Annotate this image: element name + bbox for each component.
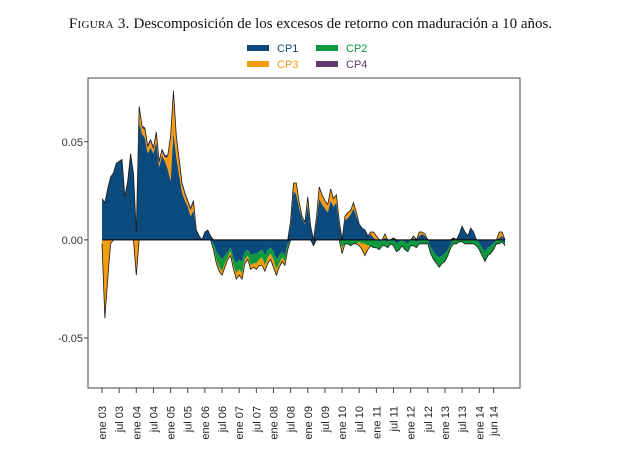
x-tick-label: ene 07 bbox=[234, 406, 246, 440]
legend-swatch-cp2 bbox=[316, 45, 338, 51]
x-tick-label: jul 12 bbox=[423, 406, 435, 433]
x-tick-label: ene 12 bbox=[406, 406, 418, 440]
legend-swatch-cp3 bbox=[247, 61, 269, 67]
x-tick-label: jul 10 bbox=[354, 406, 366, 433]
x-tick-label: ene 05 bbox=[166, 406, 178, 440]
x-tick-label: ene 06 bbox=[200, 406, 212, 440]
legend-swatch-cp4 bbox=[316, 61, 338, 67]
legend-swatch-cp1 bbox=[247, 45, 269, 51]
y-axis: 0.05 0.00 -0.05 bbox=[58, 137, 88, 345]
x-tick-label: jul 13 bbox=[457, 406, 469, 433]
x-tick-label: ene 09 bbox=[303, 406, 315, 440]
x-axis: ene 03 jul 03 ene 04 jul 04 ene 05 jul 05 ene … bbox=[97, 388, 501, 440]
x-tick-label: ene 04 bbox=[131, 406, 143, 440]
x-tick-label: jul 04 bbox=[148, 406, 160, 433]
x-tick-label: jul 06 bbox=[217, 406, 229, 433]
legend-label-cp3: CP3 bbox=[277, 59, 298, 71]
x-tick-label: ene 13 bbox=[440, 406, 452, 440]
x-tick-label: jul 08 bbox=[286, 406, 298, 433]
x-tick-label: ene 14 bbox=[474, 406, 486, 440]
x-tick-label: jul 09 bbox=[320, 406, 332, 433]
y-tick-label: 0.00 bbox=[62, 235, 83, 247]
x-tick-label: ene 11 bbox=[371, 406, 383, 439]
x-tick-label: jul 05 bbox=[183, 406, 195, 433]
x-tick-label: jul 11 bbox=[389, 406, 401, 432]
x-tick-label: ene 10 bbox=[337, 406, 349, 440]
legend-label-cp2: CP2 bbox=[346, 43, 367, 55]
y-tick-label: 0.05 bbox=[62, 137, 83, 149]
legend-label-cp1: CP1 bbox=[277, 43, 298, 55]
x-tick-label: jul 07 bbox=[251, 406, 263, 433]
figure-label: Figura 3. bbox=[68, 16, 130, 32]
x-tick-label: jul 03 bbox=[114, 406, 126, 433]
x-tick-label: ene 03 bbox=[97, 406, 109, 440]
figure-caption: Descomposición de los excesos de retorno… bbox=[133, 16, 553, 32]
legend-label-cp4: CP4 bbox=[346, 59, 367, 71]
legend: CP1 CP2 CP3 CP4 bbox=[247, 43, 367, 71]
y-tick-label: -0.05 bbox=[58, 333, 83, 345]
x-tick-label: jun 14 bbox=[489, 406, 501, 437]
area-cp1-pos bbox=[102, 122, 505, 240]
figure-title: Figura 3. Descomposición de los excesos … bbox=[0, 16, 621, 33]
x-tick-label: ene 08 bbox=[268, 406, 280, 440]
